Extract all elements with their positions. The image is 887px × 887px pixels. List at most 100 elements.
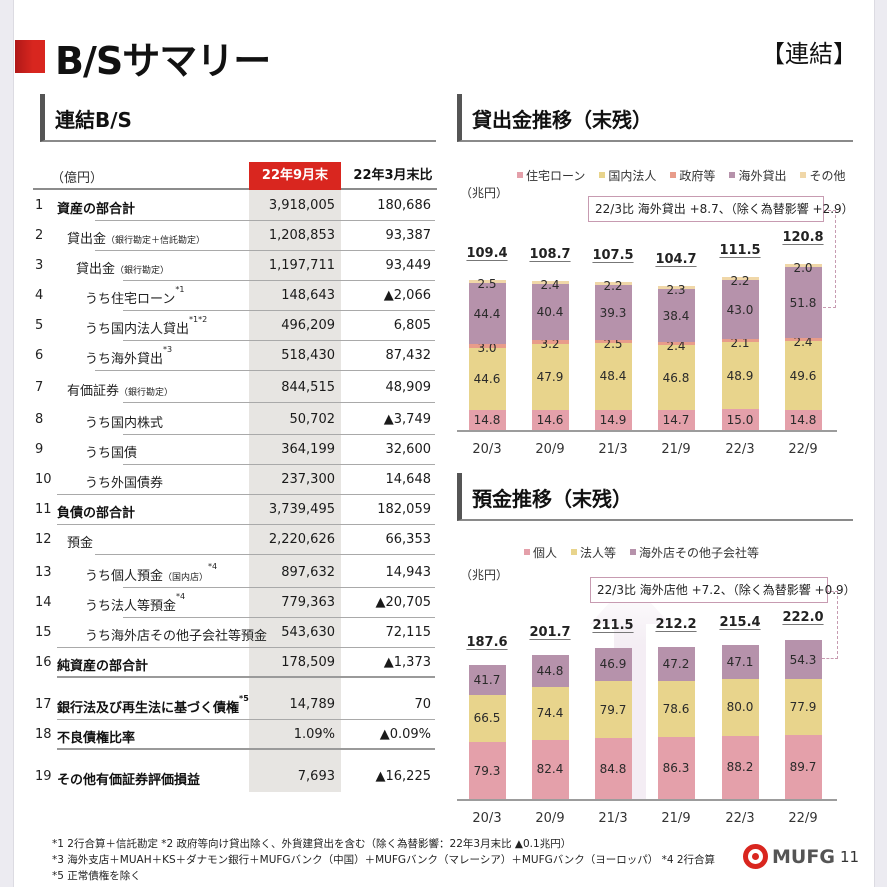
row-label: うち外国債券 [85,472,163,491]
legend-swatch-icon [670,172,677,178]
row-label-text: 負債の部合計 [57,506,136,521]
bar-segment: 79.7 [594,681,632,739]
footnote-line: *3 海外支店＋MUAH＋KS＋ダナモン銀行＋MUFGバンク（中国）＋MUFGバ… [52,854,716,866]
legend-swatch-icon [630,549,637,555]
current-value: 50,702 [289,412,336,427]
x-axis-label: 21/3 [598,811,628,826]
x-axis-label: 22/3 [725,442,755,457]
legend-label: 住宅ローン [526,169,586,183]
bar-total-label: 108.7 [529,246,571,262]
bar-segment: 82.4 [531,740,569,799]
segment-value-label: 41.7 [473,672,501,687]
bar-segment: 43.0 [721,280,759,340]
bar-segment: 47.1 [721,644,759,679]
bar-segment: 44.4 [468,283,506,345]
change-value: ▲0.09% [379,727,431,742]
legend-item: 国内法人 [599,167,656,184]
bar-segment: 3.2 [531,338,569,350]
row-label: 預金 [67,532,93,551]
segment-value-label: 2.2 [603,279,623,294]
bar-total-label: 107.5 [592,248,634,264]
segment-value-label: 84.8 [599,761,627,776]
current-value: 364,199 [281,442,335,457]
row-label: うち国内法人貸出*1*2 [85,315,207,337]
bar-segment: 2.4 [531,279,569,291]
row-number: 14 [35,595,52,610]
loans-legend: 住宅ローン 国内法人 政府等 海外貸出 その他 [517,167,859,184]
bar-total-label: 111.5 [719,243,761,259]
table-row: 4 うち住宅ローン*1 148,643 ▲2,066 [0,281,437,311]
legend-label: 国内法人 [608,169,657,183]
current-value: 779,363 [281,595,335,610]
current-value: 1,208,853 [268,228,335,243]
bar-segment: 14.7 [657,409,695,430]
x-axis-label: 22/3 [725,811,755,826]
segment-value-label: 51.8 [789,295,817,310]
deposits-section-title: 預金推移（末残） [472,487,632,511]
row-label-text: 銀行法及び再生法に基づく債権 [57,701,240,716]
row-divider [57,676,435,678]
row-label-text: うち国内法人貸出 [85,322,190,337]
row-number: 4 [35,288,44,303]
row-label: うち法人等預金*4 [85,592,185,614]
row-divider [123,280,435,281]
legend-swatch-icon [524,549,530,555]
bs-table-header: （億円） 22年9月末 22年3月末比 [33,160,437,190]
legend-swatch-icon [517,172,523,178]
segment-value-label: 3.0 [477,341,497,356]
change-value: ▲20,705 [375,595,432,610]
deposits-baseline [457,799,837,801]
segment-value-label: 47.1 [726,654,754,669]
row-label-text: 資産の部合計 [57,202,136,217]
bar-segment: 47.9 [531,344,569,410]
table-row: 10 うち外国債券 237,300 14,648 [0,465,437,495]
table-row: 17 銀行法及び再生法に基づく債権*5 14,789 70 [0,690,437,720]
segment-value-label: 86.3 [662,761,690,776]
table-row: 13 うち個人預金（国内店） *4 897,632 14,943 [0,558,437,588]
change-value: 32,600 [385,442,432,457]
bar-segment: 2.4 [784,336,822,348]
segment-value-label: 2.0 [793,261,813,276]
bar-segment: 2.2 [594,280,632,292]
legend-label: 法人等 [580,546,617,560]
row-divider [123,434,435,435]
mufg-logo-text: MUFG [772,845,835,868]
bar-segment: 66.5 [468,694,506,743]
row-divider [57,647,435,648]
bar-total-label: 212.2 [655,617,697,633]
change-value: 182,059 [377,502,431,517]
table-row: 1 資産の部合計 3,918,005 180,686 [0,191,437,221]
page-number: 11 [840,848,860,866]
mufg-logo-mark-icon [743,844,768,869]
x-axis-label: 20/3 [472,442,502,457]
segment-value-label: 2.4 [666,339,686,354]
row-number: 2 [35,228,44,243]
table-row: 19 その他有価証券評価損益 7,693 ▲16,225 [0,762,437,792]
segment-value-label: 46.9 [599,657,627,672]
deposits-section-heading: 預金推移（末残） [457,473,853,521]
row-label-text: その他有価証券評価損益 [57,773,201,788]
change-value: 14,648 [385,472,432,487]
row-label-text: 貸出金 [67,232,107,247]
segment-value-label: 48.9 [726,368,754,383]
change-value: ▲16,225 [375,769,432,784]
row-label-text: うち海外店その他子会社等預金 [85,629,268,644]
current-value: 7,693 [297,769,335,784]
row-number: 11 [35,502,52,517]
row-number: 16 [35,655,52,670]
row-label-text: 預金 [67,536,94,551]
segment-value-label: 14.6 [536,412,564,427]
row-divider [123,464,435,465]
row-label-text: 不良債権比率 [57,731,136,746]
segment-value-label: 39.3 [599,305,627,320]
bar-segment: 49.6 [784,341,822,410]
row-label: 不良債権比率 [57,727,135,746]
row-label: うち住宅ローン*1 [85,285,184,307]
segment-value-label: 40.4 [536,304,564,319]
bar-segment: 39.3 [594,285,632,340]
row-label-note: （銀行勘定） [115,266,170,276]
row-label-text: うち国債 [85,446,138,461]
row-label-note: （銀行勘定＋信託勘定） [106,236,206,246]
row-number: 9 [35,442,44,457]
row-number: 6 [35,348,44,363]
